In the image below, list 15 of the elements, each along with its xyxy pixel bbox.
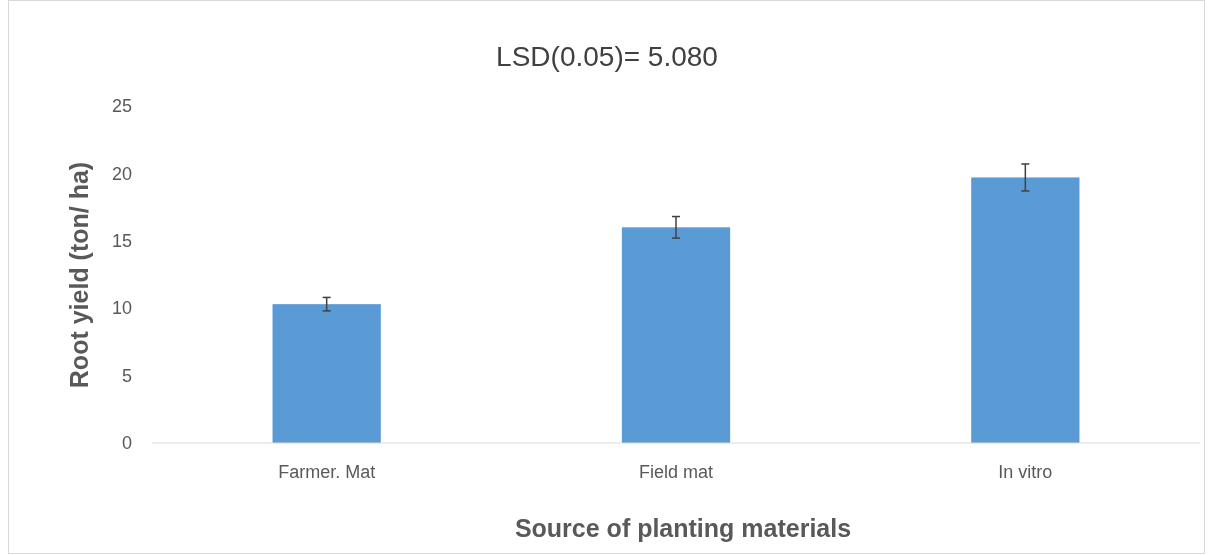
y-tick-label: 15 (111, 231, 132, 252)
y-tick-label: 10 (111, 298, 132, 319)
y-tick-label: 25 (111, 96, 132, 117)
x-tick-label: Field mat (638, 461, 714, 482)
y-axis-title: Root yield (ton/ ha) (65, 161, 93, 389)
bar (272, 304, 381, 443)
bar (621, 227, 731, 443)
x-tick-label: In vitro (998, 461, 1053, 482)
bar (971, 177, 1080, 443)
chart-title: LSD(0.05)= 5.080 (496, 41, 718, 72)
x-tick-label: Farmer. Mat (278, 461, 376, 482)
y-tick-label: 20 (111, 163, 132, 184)
x-axis-title: Source of planting materials (514, 514, 852, 542)
y-tick-label: 5 (121, 365, 132, 386)
y-tick-label: 0 (121, 433, 132, 454)
